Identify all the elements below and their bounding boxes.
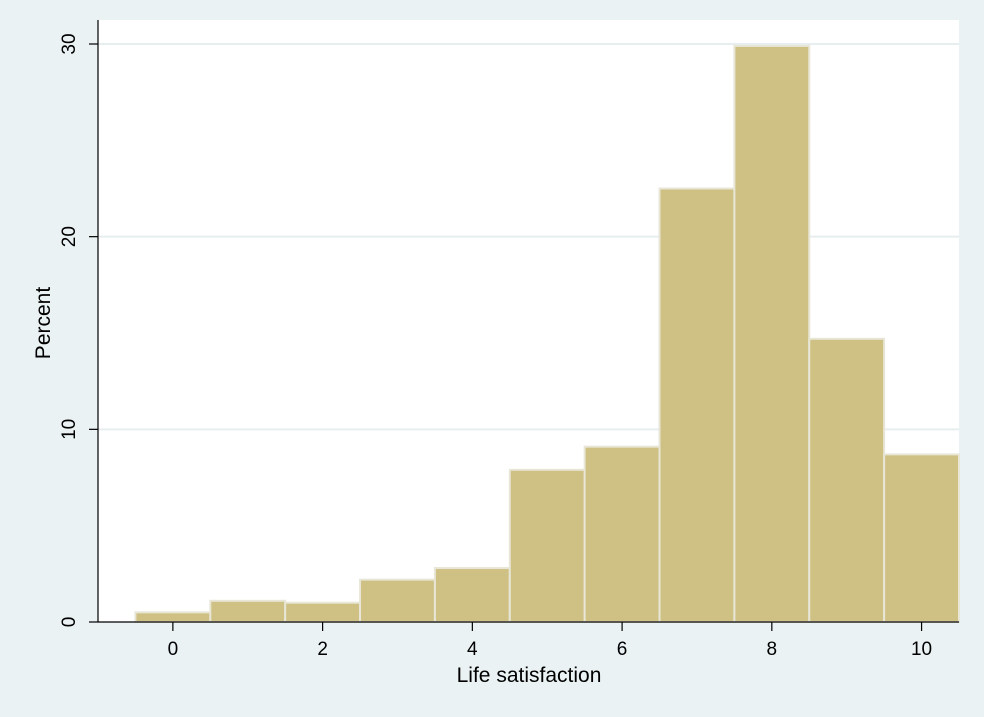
x-tick-label-2: 2: [317, 639, 328, 660]
bar-0: [134, 611, 212, 623]
x-tick-label-10: 10: [911, 639, 932, 660]
bar-7: [658, 187, 736, 623]
y-tick-label-10: 10: [59, 419, 80, 440]
y-axis-title: Percent: [32, 287, 55, 360]
x-tick-label-0: 0: [168, 639, 179, 660]
bar-8: [733, 44, 811, 623]
bar-4: [433, 567, 511, 624]
tick-labels: 0 2 4 6 8 10 0 10 20 30: [59, 33, 932, 660]
x-tick-label-6: 6: [617, 639, 628, 660]
bar-6: [583, 445, 661, 623]
x-tick-label-4: 4: [467, 639, 478, 660]
bars: [134, 44, 960, 624]
y-tick-label-30: 30: [59, 33, 80, 54]
y-tick-label-20: 20: [59, 226, 80, 247]
bar-5: [508, 468, 586, 623]
bar-10: [883, 453, 960, 623]
y-tick-label-0: 0: [59, 617, 80, 628]
bar-2: [284, 601, 362, 624]
bar-3: [359, 578, 436, 624]
x-axis-title: Life satisfaction: [457, 664, 602, 687]
bar-9: [808, 337, 886, 623]
axes: [89, 20, 959, 631]
bar-1: [209, 599, 287, 623]
x-tick-label-8: 8: [767, 639, 778, 660]
